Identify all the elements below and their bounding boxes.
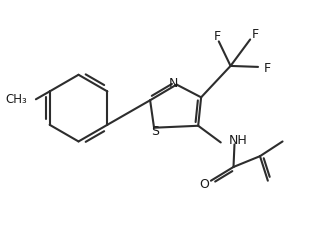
Text: NH: NH (229, 134, 247, 147)
Text: N: N (169, 77, 178, 90)
Text: CH₃: CH₃ (5, 93, 27, 106)
Text: F: F (213, 30, 220, 43)
Text: S: S (151, 125, 159, 138)
Text: F: F (252, 28, 259, 41)
Text: F: F (263, 62, 270, 75)
Text: O: O (199, 178, 209, 191)
